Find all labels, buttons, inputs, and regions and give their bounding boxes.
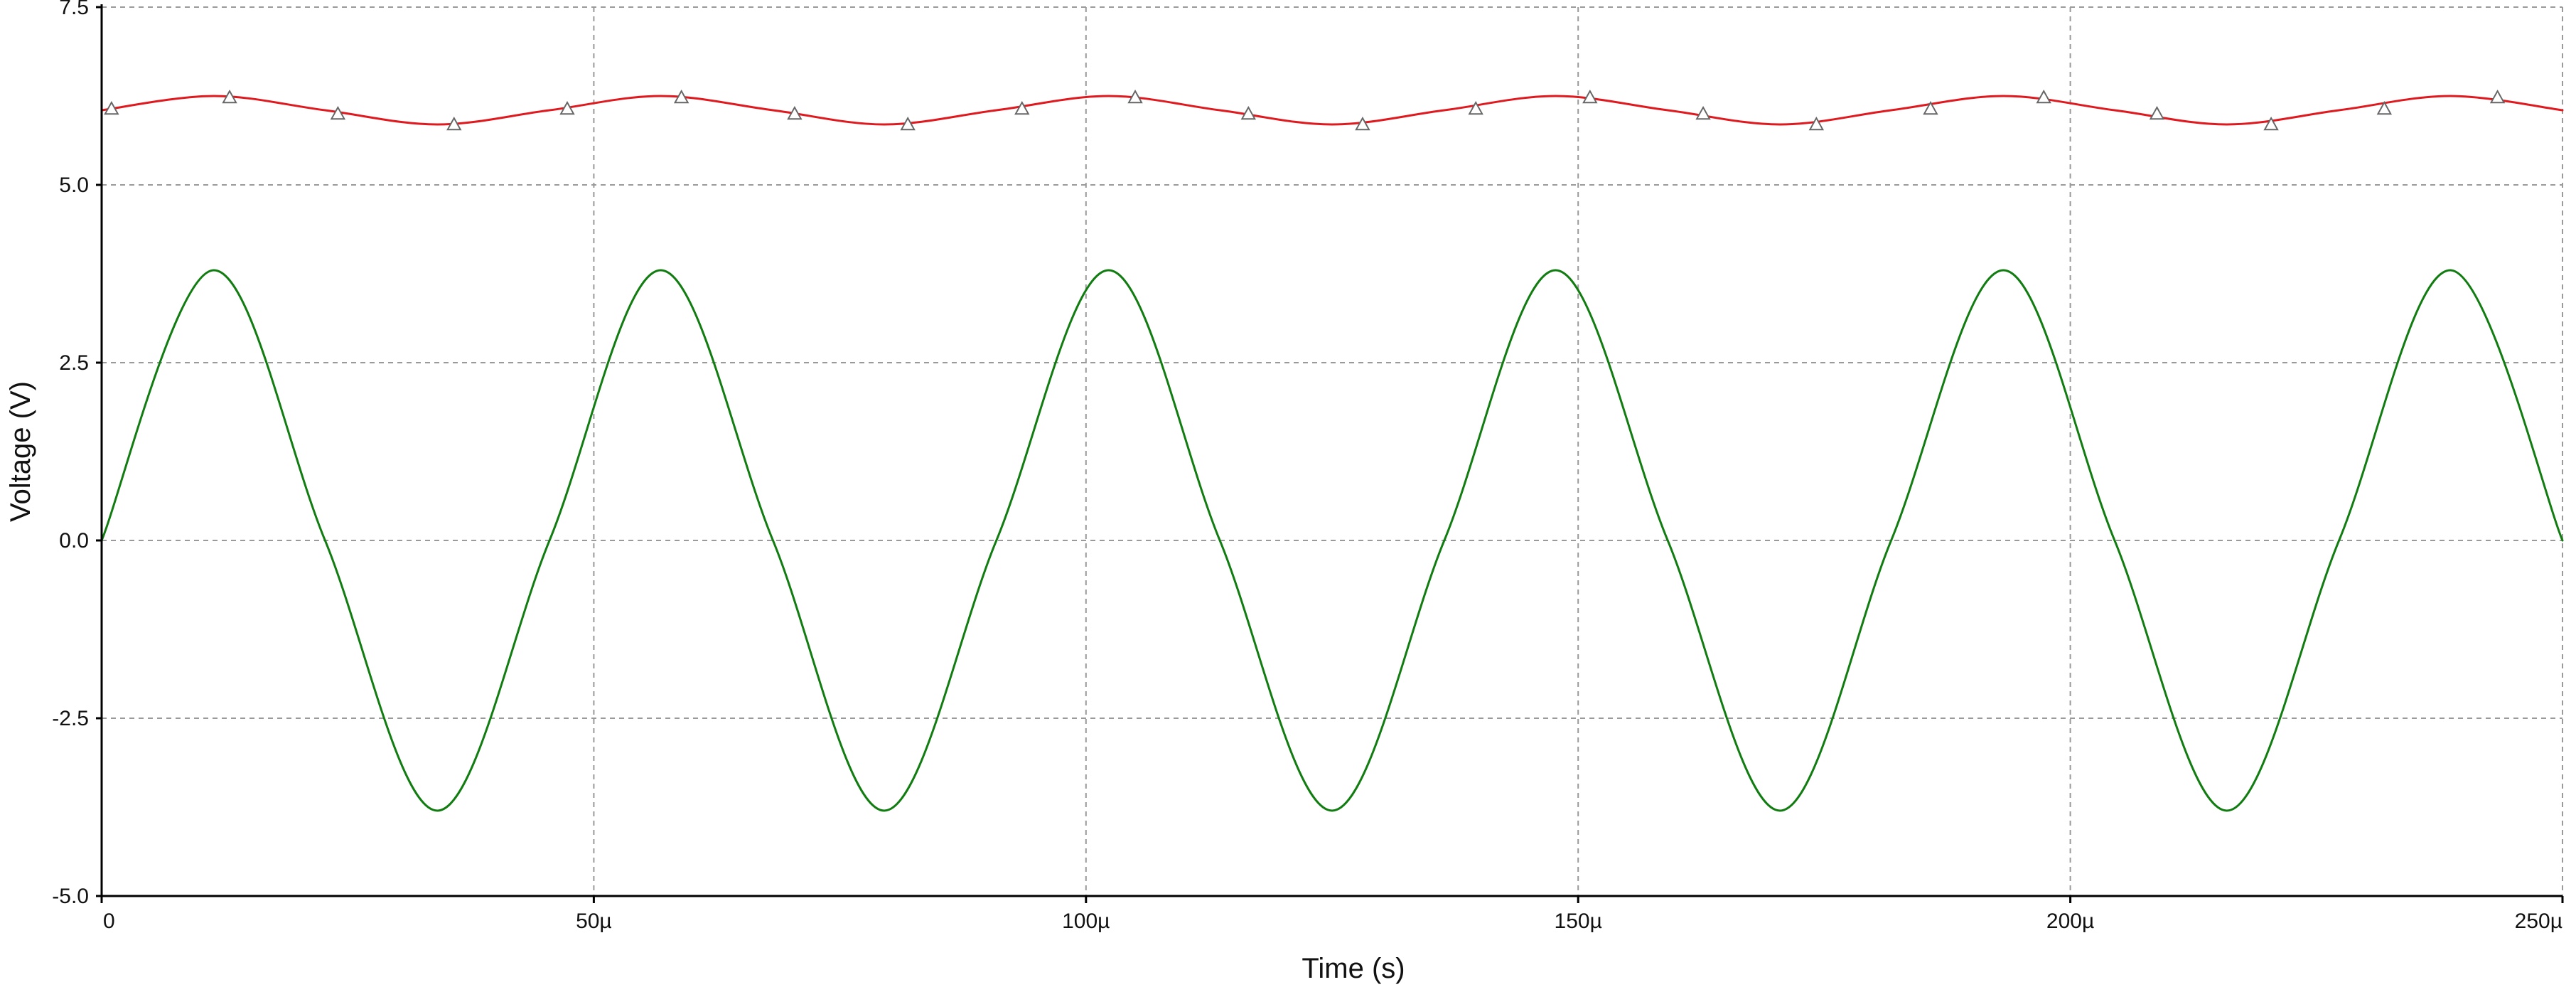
y-tick-label: 2.5: [59, 351, 89, 375]
series-line: [100, 95, 2564, 126]
x-tick-label: 50µ: [576, 910, 612, 933]
x-tick-label: 150µ: [1555, 910, 1602, 933]
y-tick-label: -5.0: [52, 885, 89, 908]
triangle-marker: [2376, 100, 2393, 115]
triangle-marker: [559, 100, 575, 115]
triangle-marker: [1468, 100, 1483, 115]
y-axis-title: Voltage (V): [5, 381, 36, 522]
axes: [96, 4, 2564, 903]
y-tick-label: 0.0: [59, 529, 89, 553]
y-tick-label: -2.5: [52, 707, 89, 730]
triangle-marker: [222, 89, 237, 104]
triangle-marker: [446, 116, 462, 131]
y-tick-label: 5.0: [59, 174, 89, 197]
triangle-marker: [1923, 100, 1938, 115]
x-tick-label: 0: [103, 910, 115, 933]
triangle-marker: [1355, 116, 1370, 131]
x-tick-label: 200µ: [2046, 910, 2094, 933]
triangle-marker: [2036, 89, 2051, 104]
series-0: [100, 89, 2564, 131]
series-layer: [100, 89, 2564, 812]
series-line: [100, 269, 2564, 812]
tick-labels: 7.5 5.0 2.5 0.0 -2.5 -5.0 0 50µ 100µ 150µ 200µ 250µ: [52, 0, 2562, 933]
triangle-marker: [2489, 89, 2506, 104]
x-tick-label: 100µ: [1062, 910, 1110, 933]
triangle-marker: [1127, 89, 1143, 104]
triangle-marker: [1014, 100, 1030, 115]
x-axis-title: Time (s): [1302, 953, 1405, 984]
triangle-marker: [330, 105, 346, 120]
triangle-marker: [2263, 116, 2279, 131]
y-tick-label: 7.5: [59, 0, 89, 19]
triangle-marker: [1240, 105, 1256, 120]
triangle-marker: [673, 89, 689, 104]
series-1: [100, 269, 2564, 812]
triangle-marker: [1695, 105, 1711, 120]
triangle-marker: [1582, 89, 1598, 104]
x-tick-label: 250µ: [2515, 910, 2562, 933]
triangle-marker: [1808, 116, 1825, 131]
triangle-marker: [2149, 105, 2165, 120]
triangle-marker: [104, 100, 119, 115]
triangle-marker: [900, 116, 916, 131]
triangle-marker: [787, 105, 803, 120]
gridlines: [101, 6, 2563, 897]
